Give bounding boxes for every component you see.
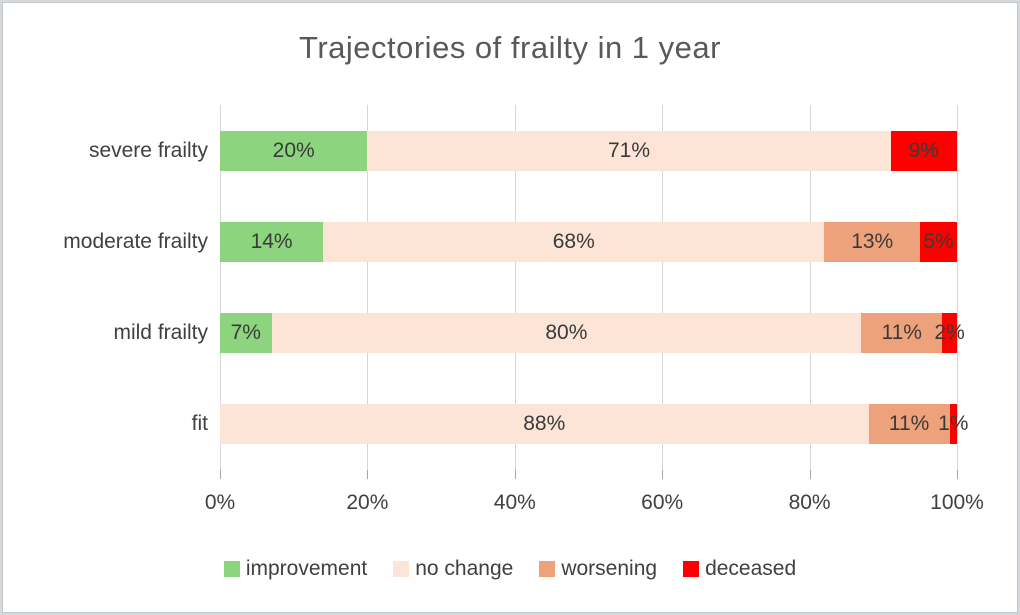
bar-data-label: 7%: [230, 321, 261, 345]
gridline: [220, 105, 221, 470]
x-axis-tick-label: 0%: [204, 491, 236, 514]
x-axis-tick-label: 60%: [641, 491, 684, 514]
gridline: [662, 105, 664, 470]
y-axis-category-label: mild frailty: [113, 321, 208, 345]
axis-tick: [220, 470, 221, 479]
plot-area: 20% 71% 9% 14% 68% 13% 5% 7% 80% 11% 2% 88% 11% 1%: [220, 105, 968, 479]
bar-data-label: 2%: [934, 321, 965, 345]
legend-item-deceased: deceased: [683, 557, 796, 581]
bar-row-fit: 88% 11% 1%: [220, 404, 968, 445]
bar-data-label: 11%: [888, 412, 930, 436]
bar-row-moderate-frailty: 14% 68% 13% 5%: [220, 221, 957, 262]
bar-segment-no-change: 68%: [323, 221, 825, 262]
axis-tick: [662, 470, 664, 479]
x-axis-tick-label: 80%: [788, 491, 831, 514]
bar-data-label: 71%: [608, 138, 651, 162]
legend-label: deceased: [705, 557, 797, 580]
bar-data-label: 20%: [272, 138, 315, 162]
axis-tick: [514, 470, 516, 479]
bar-segment-no-change: 71%: [367, 130, 891, 171]
bar-data-label: 5%: [923, 229, 954, 253]
improvement-swatch-icon: [223, 561, 240, 577]
legend-item-improvement: improvement: [223, 557, 368, 581]
bar-segment-deceased: 1%: [938, 404, 968, 445]
bar-segment-deceased: 2%: [934, 313, 965, 354]
gridline: [809, 105, 811, 470]
bar-data-label: 68%: [552, 229, 595, 253]
legend-label: no change: [415, 557, 514, 580]
bar-segment-improvement: 14%: [220, 221, 324, 262]
bar-segment-no-change: 80%: [271, 313, 862, 354]
gridline: [514, 105, 516, 470]
x-axis-tick-label: 40%: [493, 491, 536, 514]
bar-data-label: 80%: [545, 321, 588, 345]
legend-item-worsening: worsening: [539, 557, 657, 581]
gridline: [367, 105, 369, 470]
bar-segment-worsening: 11%: [861, 313, 943, 354]
bar-segment-deceased: 9%: [890, 130, 957, 171]
bar-row-severe-frailty: 20% 71% 9%: [220, 130, 957, 171]
deceased-swatch-icon: [683, 561, 700, 577]
axis-tick: [367, 470, 369, 479]
bar-data-label: 9%: [908, 138, 939, 162]
bar-segment-worsening: 11%: [868, 404, 950, 445]
worsening-swatch-icon: [539, 561, 556, 577]
bar-data-label: 11%: [881, 321, 922, 345]
bar-data-label: 1%: [938, 412, 969, 436]
bar-segment-worsening: 13%: [824, 221, 921, 262]
bar-data-label: 14%: [250, 229, 293, 253]
axis-tick: [809, 470, 811, 479]
y-axis-category-label: fit: [191, 412, 208, 436]
legend-label: worsening: [561, 557, 658, 580]
y-axis-category-label: moderate frailty: [63, 229, 208, 253]
bar-row-mild-frailty: 7% 80% 11% 2%: [220, 313, 965, 354]
legend-label: improvement: [245, 557, 368, 580]
bar-data-label: 88%: [523, 412, 566, 436]
bar-data-label: 13%: [851, 229, 894, 253]
axis-tick: [957, 470, 958, 479]
bar-segment-improvement: 7%: [220, 313, 272, 354]
gridline: [957, 105, 958, 470]
bar-segment-improvement: 20%: [220, 130, 368, 171]
x-axis-tick-label: 100%: [930, 491, 984, 514]
x-axis-tick-label: 20%: [346, 491, 389, 514]
bar-segment-no-change: 88%: [220, 404, 869, 445]
bar-segment-deceased: 5%: [920, 221, 957, 262]
chart-title: Trajectories of frailty in 1 year: [299, 30, 721, 65]
no-change-swatch-icon: [393, 561, 410, 577]
legend-item-no-change: no change: [393, 557, 513, 581]
legend: improvement no change worsening deceased: [2, 557, 1018, 581]
y-axis-category-label: severe frailty: [88, 138, 208, 162]
